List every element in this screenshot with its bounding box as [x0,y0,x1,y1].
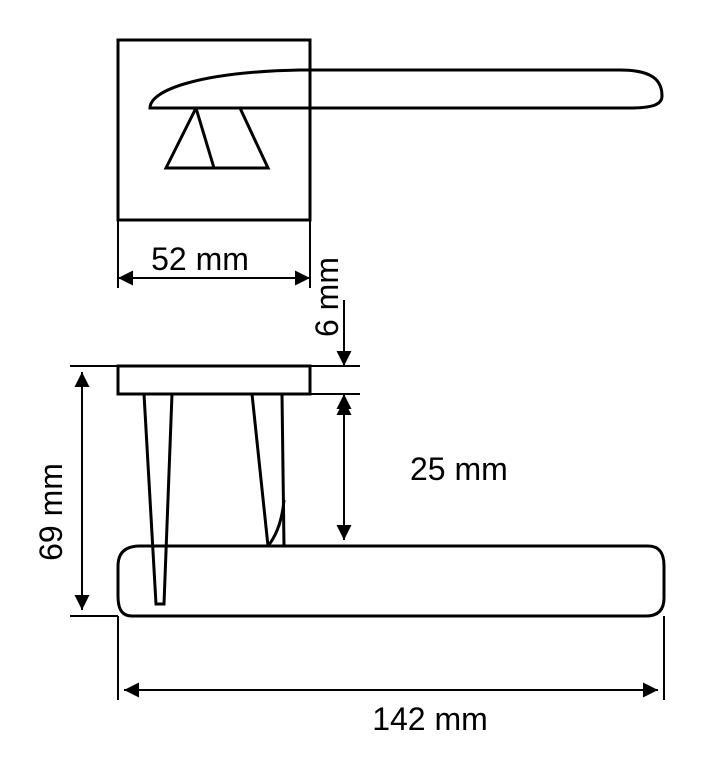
lever-top-outline [150,70,662,108]
dim-label-6: 6 mm [309,257,345,337]
side-view [118,366,664,616]
lever-side-body [118,546,664,616]
dim-label-52: 52 mm [151,241,249,277]
dimension-drawing: 52 mm 6 mm 25 mm 69 mm 142 mm [0,0,722,779]
handle-neck-top [166,108,268,168]
dim-label-69: 69 mm [33,463,69,561]
rose-plate-top [118,40,310,220]
rose-plate-side [118,366,310,394]
top-view [118,40,662,220]
dim-label-25: 25 mm [410,451,508,487]
dim-label-142: 142 mm [372,701,488,737]
post-left [144,394,172,604]
